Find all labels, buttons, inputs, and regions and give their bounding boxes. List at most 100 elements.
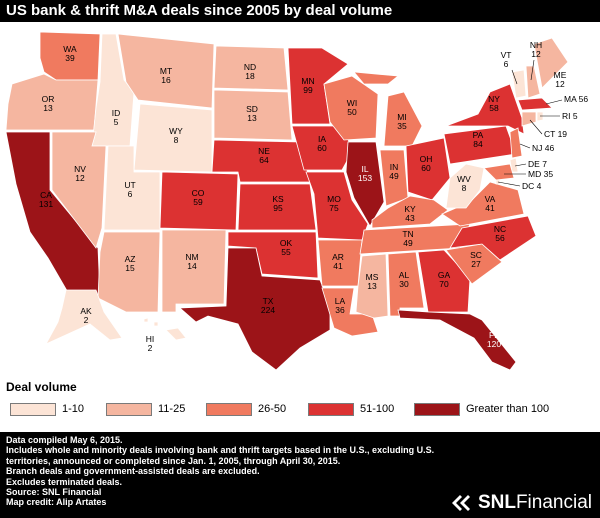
label-TN: TN 49 xyxy=(402,229,413,248)
state-MS xyxy=(355,253,389,319)
callout-lines xyxy=(497,59,563,187)
callout-labels: VT 6 NH 12 ME 12 xyxy=(501,40,567,89)
label-GA: GA 70 xyxy=(438,270,451,289)
brand-rest: Financial xyxy=(515,492,592,513)
label-AL: AL 30 xyxy=(399,270,410,289)
state-ND xyxy=(213,45,289,91)
state-MD xyxy=(483,163,515,181)
label-CO: CO 59 xyxy=(192,188,205,207)
note-line: Excludes terminated deals. xyxy=(6,476,123,487)
label-NJ: NJ 46 xyxy=(532,143,554,153)
state-TX xyxy=(178,247,331,371)
brand-name: SNLFinancial xyxy=(478,492,592,514)
state-NY xyxy=(445,83,525,135)
label-RI: RI 5 xyxy=(562,111,578,121)
label-NC: NC 56 xyxy=(494,224,506,243)
legend-swatch xyxy=(206,403,252,416)
label-IN: IN 49 xyxy=(389,162,399,181)
label-AR: AR 41 xyxy=(332,252,344,271)
label-NM: NM 14 xyxy=(185,252,198,271)
note-line: Branch deals and government-assisted dea… xyxy=(6,466,260,477)
label-WV: WV 8 xyxy=(457,174,471,193)
label-CA: CA 131 xyxy=(39,190,53,209)
state-NM xyxy=(161,229,227,313)
state-LA xyxy=(321,287,379,337)
note-line: Includes whole and minority deals involv… xyxy=(6,445,435,466)
note-line: Data compiled May 6, 2015. xyxy=(6,435,123,445)
state-WI xyxy=(323,75,379,141)
label-NE: NE 64 xyxy=(258,146,270,165)
legend-swatch xyxy=(414,403,460,416)
label-CT: CT 19 xyxy=(544,129,567,139)
legend-label: Greater than 100 xyxy=(466,403,550,415)
label-ID: ID 5 xyxy=(112,108,121,127)
state-WV xyxy=(445,163,485,209)
state-SC xyxy=(445,243,503,285)
label-NH: NH 12 xyxy=(530,40,542,59)
state-AZ xyxy=(97,231,161,313)
label-IA: IA 60 xyxy=(317,134,327,153)
legend-swatch xyxy=(10,403,56,416)
state-AK xyxy=(45,289,123,345)
state-OR xyxy=(5,73,99,131)
state-MI xyxy=(353,71,423,147)
legend-label: 11-25 xyxy=(158,403,186,415)
notes: Data compiled May 6, 2015. Includes whol… xyxy=(6,435,446,508)
legend-swatch xyxy=(106,403,152,416)
label-AK: AK 2 xyxy=(80,306,92,325)
state-VT xyxy=(511,69,527,99)
legend-label: 51-100 xyxy=(360,403,395,415)
state-NH xyxy=(525,65,541,99)
label-MS: MS 13 xyxy=(366,272,379,291)
brand-bold: SNL xyxy=(477,492,516,513)
note-line: Map credit: Alip Artates xyxy=(6,497,107,508)
label-LA: LA 36 xyxy=(335,296,346,315)
label-KS: KS 95 xyxy=(272,194,284,213)
state-KY xyxy=(371,195,449,229)
label-ND: ND 18 xyxy=(244,62,256,81)
label-UT: UT 6 xyxy=(124,180,135,199)
state-NC xyxy=(449,215,537,261)
inset-labels: AK 2 HI 2 xyxy=(80,306,154,353)
state-RI xyxy=(536,111,544,122)
snl-financial-logo: SNLFinancial xyxy=(451,492,592,514)
us-choropleth-map: WA 39 OR 13 CA 131 ID 5 NV 12 MT 16 WY 8 UT 6 AZ… xyxy=(5,31,588,371)
state-KS xyxy=(237,183,317,231)
label-SC: SC 27 xyxy=(470,250,482,269)
state-HI xyxy=(143,317,187,341)
state-SD xyxy=(213,89,293,141)
label-WA: WA 39 xyxy=(63,44,77,63)
state-ME xyxy=(533,37,569,89)
state-MA xyxy=(517,97,553,111)
label-VA: VA 41 xyxy=(485,194,496,213)
legend-title: Deal volume xyxy=(6,380,77,394)
label-OK: OK 55 xyxy=(280,238,293,257)
state-FL xyxy=(397,309,517,371)
state-NJ xyxy=(509,127,523,159)
state-AL xyxy=(387,251,425,317)
label-OR: OR 13 xyxy=(42,94,55,113)
snl-logo-mark-icon xyxy=(451,495,470,511)
label-TX: TX 224 xyxy=(261,296,275,315)
label-VT: VT 6 xyxy=(501,50,512,69)
label-WY: WY 8 xyxy=(169,126,183,145)
label-MA: MA 56 xyxy=(564,94,588,104)
state-labels: WA 39 OR 13 CA 131 ID 5 NV 12 MT 16 WY 8 UT 6 AZ… xyxy=(39,44,506,349)
label-MD: MD 35 xyxy=(528,169,553,179)
state-NV xyxy=(51,131,107,249)
label-MT: MT 16 xyxy=(160,66,172,85)
state-GA xyxy=(417,249,471,313)
label-AZ: AZ 15 xyxy=(125,254,136,273)
label-WI: WI 50 xyxy=(347,98,357,117)
label-IL: IL 153 xyxy=(358,164,372,183)
state-MT xyxy=(117,33,215,109)
state-CT xyxy=(521,111,537,127)
state-OH xyxy=(405,137,451,201)
state-IL xyxy=(345,141,385,227)
label-MN: MN 99 xyxy=(301,76,314,95)
legend-swatch xyxy=(308,403,354,416)
label-ME: ME 12 xyxy=(554,70,567,89)
state-CO xyxy=(159,171,239,231)
map-title: US bank & thrift M&A deals since 2005 by… xyxy=(0,0,600,22)
